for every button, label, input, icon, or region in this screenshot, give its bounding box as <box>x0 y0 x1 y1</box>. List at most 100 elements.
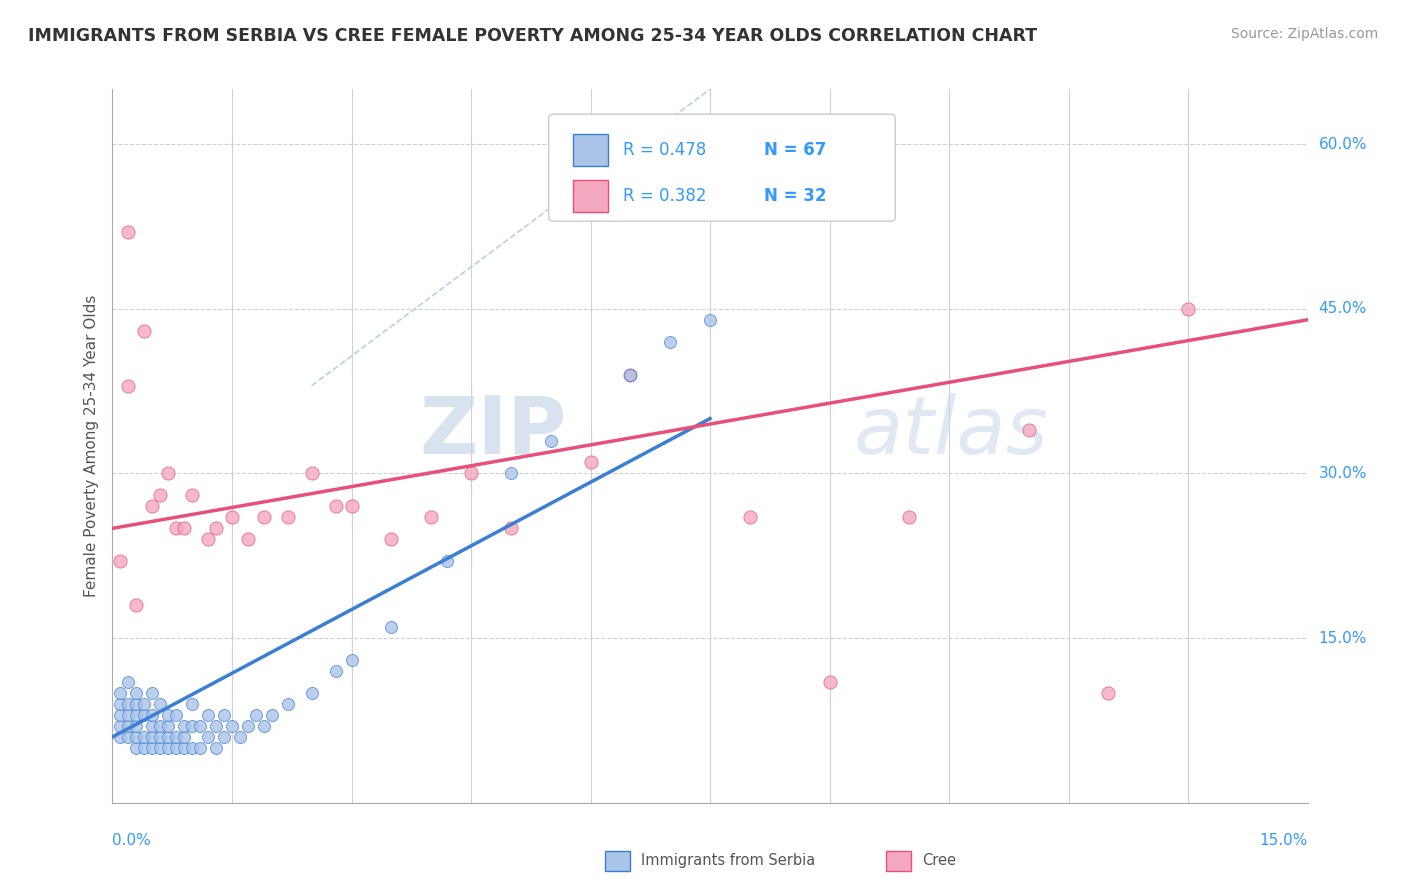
Point <box>173 719 195 733</box>
Point <box>197 533 219 547</box>
Text: ZIP: ZIP <box>419 392 567 471</box>
Text: Source: ZipAtlas.com: Source: ZipAtlas.com <box>1230 27 1378 41</box>
Point <box>110 708 132 723</box>
Text: atlas: atlas <box>853 392 1049 471</box>
Bar <box>572 179 609 211</box>
Point <box>134 730 156 744</box>
Point <box>134 697 156 711</box>
Point <box>277 510 299 524</box>
Text: 15.0%: 15.0% <box>1319 631 1367 646</box>
Point <box>141 719 163 733</box>
Point <box>1018 423 1040 437</box>
Point <box>165 708 187 723</box>
Text: 30.0%: 30.0% <box>1319 466 1367 481</box>
Text: R = 0.478: R = 0.478 <box>623 141 706 159</box>
Point <box>134 740 156 755</box>
Point <box>301 467 323 481</box>
Point <box>229 730 252 744</box>
Point <box>165 521 187 535</box>
Point <box>117 378 139 392</box>
Point <box>149 488 172 502</box>
Point <box>236 533 259 547</box>
Point <box>420 510 443 524</box>
Point <box>181 740 204 755</box>
Text: Immigrants from Serbia: Immigrants from Serbia <box>641 854 815 868</box>
Point <box>117 697 139 711</box>
Point <box>125 719 148 733</box>
Point <box>110 719 132 733</box>
Point <box>157 740 180 755</box>
Point <box>659 334 682 349</box>
Point <box>380 620 402 634</box>
Point <box>1097 686 1119 700</box>
Point <box>117 719 139 733</box>
Point <box>898 510 921 524</box>
Point <box>110 730 132 744</box>
Text: N = 32: N = 32 <box>763 186 827 204</box>
Bar <box>572 134 609 166</box>
Point <box>125 686 148 700</box>
Point <box>173 521 195 535</box>
Point <box>212 708 235 723</box>
Point <box>157 730 180 744</box>
Point <box>499 521 522 535</box>
Point <box>165 740 187 755</box>
Y-axis label: Female Poverty Among 25-34 Year Olds: Female Poverty Among 25-34 Year Olds <box>83 295 98 597</box>
Point <box>141 730 163 744</box>
Point <box>380 533 402 547</box>
Point <box>173 730 195 744</box>
Point <box>117 675 139 690</box>
Point <box>141 740 163 755</box>
FancyBboxPatch shape <box>548 114 896 221</box>
Point <box>157 708 180 723</box>
Point <box>436 554 458 568</box>
Point <box>197 708 219 723</box>
Text: 15.0%: 15.0% <box>1260 833 1308 848</box>
Point <box>818 675 841 690</box>
Point <box>117 708 139 723</box>
Point <box>221 510 243 524</box>
Point <box>165 730 187 744</box>
Point <box>301 686 323 700</box>
Text: Cree: Cree <box>922 854 956 868</box>
Point <box>579 455 602 469</box>
Point <box>340 653 363 667</box>
Point <box>110 554 132 568</box>
Point <box>134 708 156 723</box>
Point <box>197 730 219 744</box>
Point <box>141 686 163 700</box>
Point <box>125 598 148 612</box>
Point <box>157 467 180 481</box>
Point <box>205 740 228 755</box>
Point <box>325 664 347 678</box>
Point <box>236 719 259 733</box>
Point <box>188 719 211 733</box>
Point <box>141 708 163 723</box>
Point <box>149 697 172 711</box>
Point <box>245 708 267 723</box>
Point <box>221 719 243 733</box>
Point <box>181 719 204 733</box>
Point <box>149 730 172 744</box>
Point <box>125 740 148 755</box>
Point <box>325 500 347 514</box>
Point <box>149 719 172 733</box>
Text: IMMIGRANTS FROM SERBIA VS CREE FEMALE POVERTY AMONG 25-34 YEAR OLDS CORRELATION : IMMIGRANTS FROM SERBIA VS CREE FEMALE PO… <box>28 27 1038 45</box>
Point <box>1177 301 1199 316</box>
Point <box>253 510 276 524</box>
Text: 0.0%: 0.0% <box>112 833 152 848</box>
Text: 60.0%: 60.0% <box>1319 136 1367 152</box>
Point <box>738 510 761 524</box>
Point <box>499 467 522 481</box>
Point <box>619 368 641 382</box>
Point <box>181 488 204 502</box>
Point <box>277 697 299 711</box>
Point <box>205 719 228 733</box>
Point <box>125 730 148 744</box>
Point <box>181 697 204 711</box>
Text: 45.0%: 45.0% <box>1319 301 1367 317</box>
Point <box>173 740 195 755</box>
Point <box>260 708 283 723</box>
Point <box>253 719 276 733</box>
Point <box>699 312 721 326</box>
